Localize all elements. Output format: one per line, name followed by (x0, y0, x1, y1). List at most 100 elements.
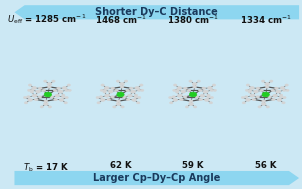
Circle shape (241, 96, 245, 99)
Circle shape (262, 92, 269, 97)
Circle shape (53, 98, 57, 101)
Text: 1380 cm$^{-1}$: 1380 cm$^{-1}$ (167, 13, 219, 26)
Circle shape (126, 98, 130, 101)
Circle shape (177, 86, 182, 90)
Circle shape (140, 89, 144, 91)
Circle shape (285, 84, 288, 86)
Circle shape (126, 89, 130, 92)
Circle shape (271, 89, 275, 92)
Circle shape (202, 87, 206, 90)
Circle shape (100, 89, 104, 91)
Circle shape (68, 89, 71, 91)
Circle shape (124, 80, 128, 82)
Circle shape (250, 94, 255, 97)
Circle shape (116, 102, 121, 105)
Circle shape (265, 83, 270, 86)
Circle shape (28, 84, 32, 86)
Circle shape (273, 94, 278, 97)
Text: $T_{\rm b}$ = 17 K: $T_{\rm b}$ = 17 K (23, 161, 70, 174)
Circle shape (204, 98, 209, 101)
Circle shape (58, 90, 63, 93)
Circle shape (132, 98, 137, 101)
Circle shape (169, 96, 172, 99)
Circle shape (207, 86, 212, 90)
Circle shape (173, 89, 176, 91)
Circle shape (103, 91, 106, 93)
Circle shape (32, 86, 37, 90)
Polygon shape (14, 171, 299, 185)
Circle shape (65, 96, 68, 99)
Circle shape (43, 102, 48, 105)
Text: $U_{\rm eff}$ = 1285 cm$^{-1}$: $U_{\rm eff}$ = 1285 cm$^{-1}$ (7, 12, 86, 26)
Text: 56 K: 56 K (255, 161, 276, 170)
Circle shape (252, 94, 255, 96)
Circle shape (31, 89, 34, 91)
Circle shape (256, 96, 260, 98)
Circle shape (27, 89, 31, 91)
Circle shape (123, 96, 126, 98)
Circle shape (104, 86, 109, 90)
Circle shape (204, 90, 208, 93)
Circle shape (62, 96, 65, 98)
Circle shape (62, 94, 65, 96)
Circle shape (207, 94, 210, 96)
Circle shape (210, 89, 214, 91)
Circle shape (173, 98, 178, 101)
Circle shape (97, 102, 100, 104)
Circle shape (276, 91, 279, 93)
Circle shape (44, 100, 48, 102)
Circle shape (266, 106, 269, 108)
Circle shape (283, 96, 286, 99)
Circle shape (195, 96, 199, 98)
Circle shape (258, 106, 261, 108)
Circle shape (130, 91, 134, 93)
Circle shape (47, 83, 52, 86)
Circle shape (24, 102, 28, 104)
Text: Shorter Dy–C Distance: Shorter Dy–C Distance (95, 7, 218, 17)
Circle shape (34, 94, 37, 96)
Polygon shape (14, 5, 299, 19)
Circle shape (248, 91, 252, 93)
Circle shape (210, 96, 214, 99)
Circle shape (279, 96, 283, 98)
Circle shape (120, 86, 124, 88)
Circle shape (268, 96, 271, 98)
Circle shape (67, 84, 70, 86)
Circle shape (34, 98, 38, 101)
Circle shape (40, 106, 43, 108)
Text: 1334 cm$^{-1}$: 1334 cm$^{-1}$ (240, 13, 291, 26)
Circle shape (184, 87, 187, 90)
Circle shape (129, 87, 133, 90)
Text: 59 K: 59 K (182, 161, 204, 170)
Circle shape (137, 96, 141, 99)
Circle shape (134, 96, 137, 98)
Text: 62 K: 62 K (110, 161, 131, 170)
Circle shape (181, 90, 186, 93)
Circle shape (100, 98, 105, 101)
Circle shape (113, 106, 116, 108)
Circle shape (140, 84, 143, 86)
Circle shape (283, 89, 286, 91)
Text: 1468 cm$^{-1}$: 1468 cm$^{-1}$ (95, 13, 146, 26)
Circle shape (27, 96, 30, 98)
Circle shape (282, 102, 285, 104)
Circle shape (265, 86, 269, 88)
Circle shape (96, 96, 99, 99)
Circle shape (43, 80, 47, 82)
Circle shape (64, 102, 67, 104)
Circle shape (172, 96, 175, 98)
Circle shape (169, 102, 173, 104)
Circle shape (104, 94, 109, 97)
Circle shape (189, 80, 192, 82)
Circle shape (57, 87, 60, 90)
Circle shape (256, 87, 260, 90)
Circle shape (44, 92, 52, 97)
Circle shape (185, 106, 189, 108)
Circle shape (114, 89, 118, 92)
Circle shape (189, 92, 197, 97)
Circle shape (176, 89, 179, 91)
Circle shape (212, 84, 216, 86)
Circle shape (183, 96, 187, 98)
Circle shape (245, 89, 249, 91)
Circle shape (189, 100, 193, 102)
